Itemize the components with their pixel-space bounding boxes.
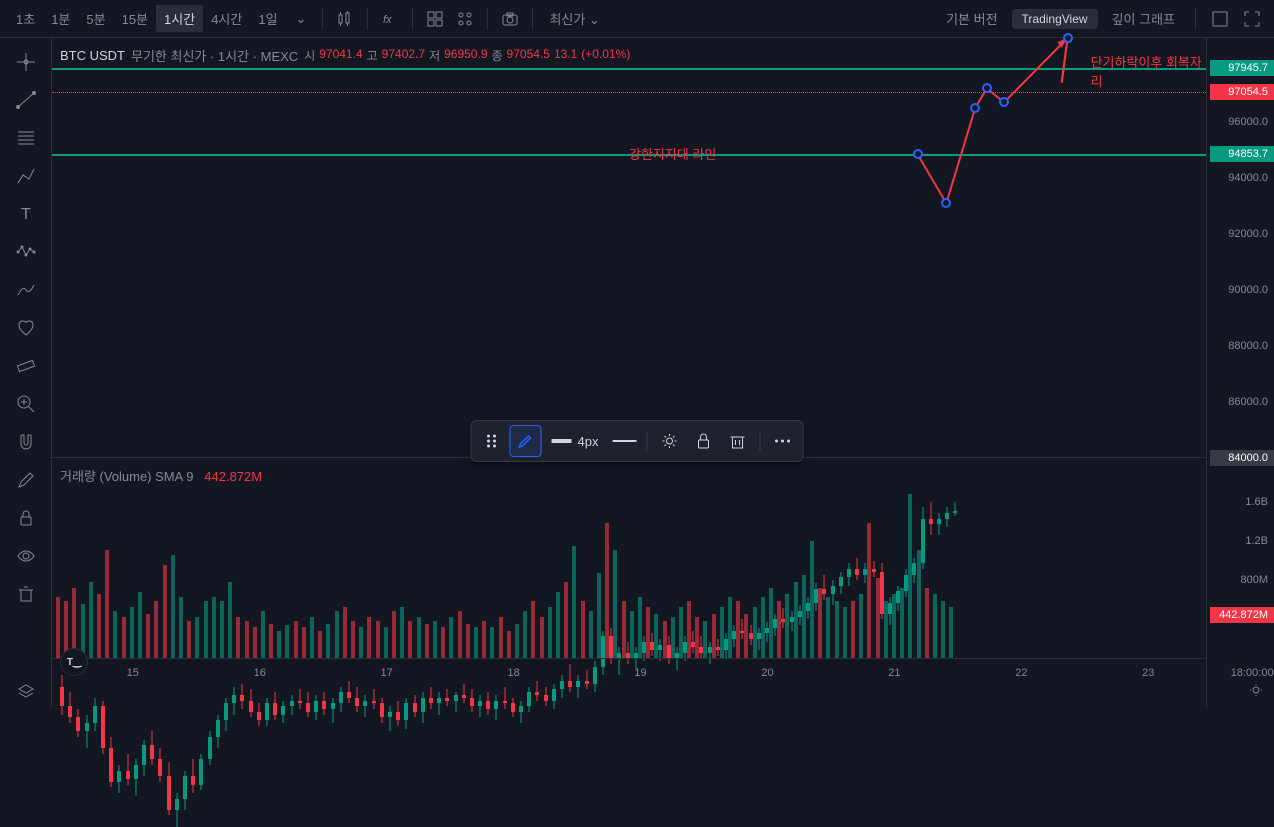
settings-icon[interactable] xyxy=(653,425,685,457)
compare-icon[interactable] xyxy=(451,5,479,33)
ruler-icon[interactable] xyxy=(7,350,45,382)
timeframe-button[interactable]: 15분 xyxy=(114,5,156,32)
symbol-info: BTC USDT 무기한 최신가 · 1시간 · MEXC 시97041.4 고… xyxy=(60,46,630,65)
trash-icon[interactable] xyxy=(7,578,45,610)
grid-icon[interactable] xyxy=(421,5,449,33)
volume-info: 거래량 (Volume) SMA 9 442.872M xyxy=(60,466,262,485)
fib-icon[interactable] xyxy=(7,122,45,154)
lock-tool-icon[interactable] xyxy=(687,425,719,457)
crosshair-icon[interactable] xyxy=(7,46,45,78)
timeframe-button[interactable]: 1일 xyxy=(250,5,285,32)
camera-icon[interactable] xyxy=(496,5,524,33)
prediction-icon[interactable] xyxy=(7,274,45,306)
timeframe-button[interactable]: 1시간 xyxy=(156,5,203,32)
trendline-icon[interactable] xyxy=(7,84,45,116)
layout-icon[interactable] xyxy=(1206,5,1234,33)
more-icon[interactable] xyxy=(766,425,798,457)
timeframe-dropdown[interactable]: ⌄ xyxy=(288,7,315,31)
line-style-icon[interactable] xyxy=(608,425,640,457)
delete-tool-icon[interactable] xyxy=(721,425,753,457)
layers-icon[interactable] xyxy=(7,676,45,708)
pattern-icon[interactable] xyxy=(7,236,45,268)
indicators-icon[interactable]: fx xyxy=(376,5,404,33)
symbol-pair: BTC USDT xyxy=(60,48,125,63)
price-axis[interactable]: 96000.094000.092000.090000.088000.086000… xyxy=(1206,38,1274,708)
pitchfork-icon[interactable] xyxy=(7,160,45,192)
timeframe-button[interactable]: 5분 xyxy=(78,5,113,32)
axis-settings-icon[interactable] xyxy=(1242,676,1270,704)
chart-plot[interactable]: BTC USDT 무기한 최신가 · 1시간 · MEXC 시97041.4 고… xyxy=(52,38,1206,708)
fullscreen-icon[interactable] xyxy=(1238,5,1266,33)
chart-annotation[interactable]: 강한지지대 라인 xyxy=(629,144,716,163)
lock-icon[interactable] xyxy=(7,502,45,534)
drawing-floating-toolbar[interactable]: 4px xyxy=(471,420,804,462)
price-type-dropdown[interactable]: 최신가 ⌄ xyxy=(541,5,607,32)
basic-version-button[interactable]: 기본 버전 xyxy=(936,5,1007,32)
candles-icon[interactable] xyxy=(331,5,359,33)
heart-icon[interactable] xyxy=(7,312,45,344)
line-width-selector[interactable]: 4px xyxy=(544,434,607,449)
pencil-icon[interactable] xyxy=(7,464,45,496)
eye-icon[interactable] xyxy=(7,540,45,572)
symbol-desc: 무기한 최신가 · 1시간 · MEXC xyxy=(131,46,298,65)
svg-text:fx: fx xyxy=(383,14,392,26)
depth-graph-button[interactable]: 깊이 그래프 xyxy=(1102,5,1185,32)
pencil-tool-icon[interactable] xyxy=(510,425,542,457)
timeframe-button[interactable]: 1초 xyxy=(8,5,43,32)
drawing-toolbar: T xyxy=(0,38,52,708)
tradingview-badge[interactable]: TradingView xyxy=(1012,9,1098,29)
zoom-icon[interactable] xyxy=(7,388,45,420)
svg-text:T: T xyxy=(21,206,31,223)
chart-annotation[interactable]: 단기하락이후 회복자리 xyxy=(1091,52,1206,90)
timeframe-button[interactable]: 1분 xyxy=(43,5,78,32)
magnet-icon[interactable] xyxy=(7,426,45,458)
drag-handle-icon[interactable] xyxy=(476,425,508,457)
time-axis[interactable]: 15161718192021222318:00:00 xyxy=(52,658,1206,686)
text-icon[interactable]: T xyxy=(7,198,45,230)
tradingview-logo[interactable]: T‿ xyxy=(60,648,88,676)
top-toolbar: 1초1분5분15분1시간4시간1일 ⌄ fx 최신가 ⌄ 기본 버전 Tradi… xyxy=(0,0,1274,38)
timeframe-button[interactable]: 4시간 xyxy=(203,5,250,32)
